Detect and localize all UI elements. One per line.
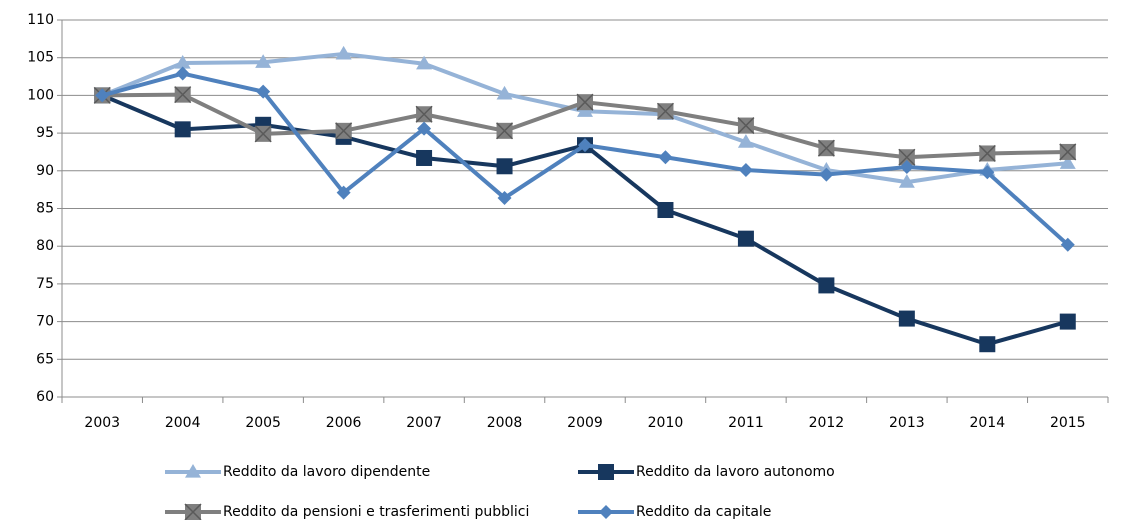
legend-marker (184, 503, 202, 520)
data-point (417, 121, 432, 136)
data-point (1059, 143, 1077, 161)
data-point (658, 150, 673, 165)
data-point (1059, 155, 1076, 169)
data-point (175, 66, 190, 81)
data-point (416, 55, 433, 70)
data-point (254, 125, 272, 143)
x-tick-label: 2008 (487, 415, 523, 431)
legend-marker (598, 464, 614, 480)
data-point (657, 202, 674, 219)
data-point (978, 144, 996, 162)
data-point (656, 102, 674, 120)
data-point (336, 185, 351, 200)
data-point (819, 167, 834, 182)
data-point (497, 190, 512, 205)
data-point (174, 121, 191, 138)
x-tick-label: 2007 (406, 415, 442, 431)
x-tick-label: 2014 (969, 415, 1005, 431)
x-tick-label: 2003 (84, 415, 120, 431)
data-point (1059, 313, 1076, 330)
legend-label: Reddito da lavoro dipendente (223, 464, 430, 480)
x-tick-label: 2015 (1050, 415, 1086, 431)
x-tick-label: 2011 (728, 415, 764, 431)
y-tick-label: 110 (27, 12, 54, 28)
legend-marker (599, 505, 613, 519)
data-point (255, 54, 272, 68)
data-point (578, 138, 592, 153)
x-tick-label: 2006 (326, 415, 362, 431)
data-point (898, 148, 916, 166)
y-tick-label: 85 (36, 201, 54, 217)
data-point (335, 45, 352, 60)
data-point (899, 160, 914, 175)
data-point (817, 139, 835, 157)
y-tick-label: 65 (36, 351, 54, 367)
y-tick-label: 80 (36, 238, 54, 254)
data-point (174, 86, 192, 104)
data-point (737, 230, 754, 247)
y-tick-label: 105 (27, 50, 54, 66)
data-point (818, 277, 835, 294)
y-tick-label: 100 (27, 87, 54, 103)
legend-label: Reddito da lavoro autonomo (636, 464, 835, 480)
data-point (415, 105, 433, 123)
data-point (95, 88, 110, 103)
x-tick-label: 2009 (567, 415, 603, 431)
y-tick-label: 90 (36, 163, 54, 179)
data-point (738, 163, 753, 178)
data-point (898, 310, 915, 327)
y-tick-label: 70 (36, 314, 54, 330)
x-tick-label: 2013 (889, 415, 925, 431)
data-point (416, 149, 433, 166)
data-point (737, 117, 755, 135)
data-point (174, 54, 191, 69)
data-point (737, 134, 754, 148)
data-point (576, 93, 594, 111)
legend-label: Reddito da capitale (636, 504, 771, 520)
y-tick-label: 95 (36, 125, 54, 141)
data-point (980, 165, 995, 180)
x-tick-label: 2004 (165, 415, 201, 431)
data-point (335, 122, 353, 140)
data-point (256, 84, 271, 99)
data-point (496, 122, 514, 140)
x-tick-label: 2010 (648, 415, 684, 431)
legend-marker (185, 464, 201, 478)
series-line (101, 51, 1068, 185)
y-tick-label: 75 (36, 276, 54, 292)
data-point (496, 85, 513, 100)
x-tick-label: 2005 (245, 415, 281, 431)
x-tick-label: 2012 (809, 415, 845, 431)
legend-label: Reddito da pensioni e trasferimenti pubb… (223, 504, 529, 520)
data-point (1060, 237, 1075, 252)
data-point (496, 158, 513, 175)
data-point (898, 174, 915, 188)
data-point (979, 336, 996, 353)
y-tick-label: 60 (36, 389, 54, 405)
